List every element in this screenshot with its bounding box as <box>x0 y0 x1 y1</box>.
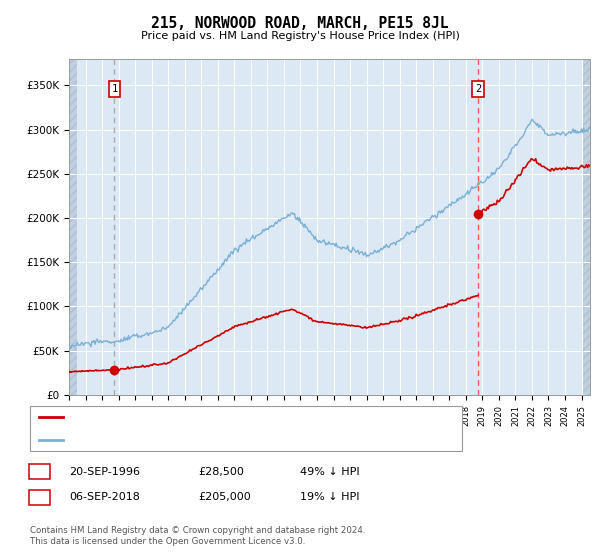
Text: £205,000: £205,000 <box>198 492 251 502</box>
Text: HPI: Average price, detached house, Fenland: HPI: Average price, detached house, Fenl… <box>69 435 303 445</box>
Text: 20-SEP-1996: 20-SEP-1996 <box>69 466 140 477</box>
Text: 06-SEP-2018: 06-SEP-2018 <box>69 492 140 502</box>
Text: 19% ↓ HPI: 19% ↓ HPI <box>300 492 359 502</box>
Text: 2: 2 <box>37 492 43 502</box>
Text: 1: 1 <box>112 84 118 94</box>
Text: 49% ↓ HPI: 49% ↓ HPI <box>300 466 359 477</box>
Bar <box>581 59 600 395</box>
Text: 215, NORWOOD ROAD, MARCH, PE15 8JL (detached house): 215, NORWOOD ROAD, MARCH, PE15 8JL (deta… <box>69 412 377 422</box>
Text: 215, NORWOOD ROAD, MARCH, PE15 8JL: 215, NORWOOD ROAD, MARCH, PE15 8JL <box>151 16 449 31</box>
Text: Price paid vs. HM Land Registry's House Price Index (HPI): Price paid vs. HM Land Registry's House … <box>140 31 460 41</box>
Text: 1: 1 <box>37 466 43 477</box>
Text: 2: 2 <box>475 84 481 94</box>
Text: Contains HM Land Registry data © Crown copyright and database right 2024.
This d: Contains HM Land Registry data © Crown c… <box>30 526 365 546</box>
Text: £28,500: £28,500 <box>198 466 244 477</box>
Bar <box>69 59 77 395</box>
